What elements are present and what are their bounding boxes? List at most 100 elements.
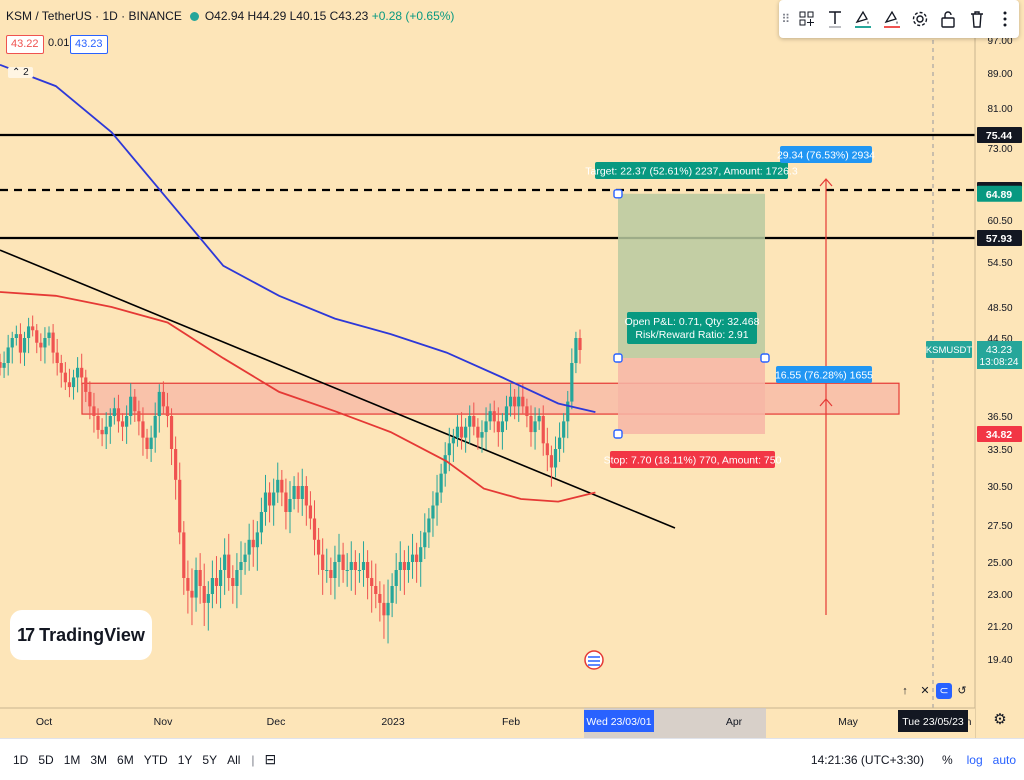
- percent-toggle[interactable]: %: [941, 752, 953, 767]
- candle: [112, 397, 116, 425]
- range-ytd[interactable]: YTD: [143, 752, 168, 767]
- more-icon[interactable]: [991, 4, 1019, 34]
- candle-body: [276, 479, 280, 493]
- candle-body: [357, 570, 362, 571]
- candle-body: [157, 391, 161, 416]
- drag-handle[interactable]: [760, 353, 770, 363]
- time-tag[interactable]: Tue 23/05/23: [898, 710, 968, 732]
- candle: [545, 427, 549, 472]
- reset-scale-icon[interactable]: ↺: [957, 685, 967, 697]
- indicator-toggle[interactable]: ⌃ 2: [8, 67, 33, 78]
- scroll-up-icon[interactable]: ↑: [902, 685, 908, 697]
- price-tag-bg: [977, 127, 1022, 143]
- candle: [574, 331, 578, 374]
- trash-icon[interactable]: [962, 4, 990, 34]
- candle-body: [92, 406, 96, 416]
- text-icon[interactable]: [821, 4, 849, 34]
- candle: [312, 500, 317, 556]
- candle: [31, 315, 35, 337]
- candle: [553, 436, 558, 478]
- candle-body: [198, 570, 202, 586]
- candle: [202, 563, 206, 626]
- close-icon[interactable]: ✕: [920, 685, 930, 697]
- candle-body: [218, 570, 223, 586]
- candle-body: [243, 554, 247, 562]
- candle: [149, 425, 153, 462]
- candle: [484, 407, 488, 450]
- candle: [206, 581, 210, 631]
- moving-average-fast[interactable]: [0, 291, 596, 503]
- moving-average-slow[interactable]: [0, 63, 596, 413]
- price-tag[interactable]: 34.82: [977, 426, 1022, 442]
- candle-body: [47, 332, 51, 338]
- candle-body: [496, 421, 500, 433]
- candle: [333, 545, 337, 600]
- loss-zone[interactable]: [618, 358, 765, 434]
- trend-line[interactable]: [0, 249, 676, 529]
- candle-body: [55, 352, 59, 364]
- projection-label-1[interactable]: 29.34 (76.53%) 2934: [777, 146, 875, 163]
- price-tag[interactable]: 57.93: [977, 230, 1022, 246]
- time-tag[interactable]: Wed 23/03/01: [584, 710, 654, 732]
- line-color-icon[interactable]: [878, 4, 906, 34]
- fill-color-icon[interactable]: [849, 4, 877, 34]
- candle: [153, 402, 157, 453]
- candle-body: [508, 396, 513, 407]
- candle-body: [447, 443, 451, 456]
- range-3m[interactable]: 3M: [90, 752, 108, 767]
- candle: [329, 557, 333, 595]
- drag-handle[interactable]: [613, 189, 623, 199]
- chart-settings-icon[interactable]: ⚙: [993, 711, 1007, 728]
- range-6m[interactable]: 6M: [117, 752, 134, 767]
- candle: [71, 369, 76, 400]
- candle-body: [312, 518, 317, 540]
- x-tick-label: 2023: [381, 716, 405, 728]
- candle-body: [71, 377, 76, 388]
- candle: [357, 553, 362, 583]
- y-tick-label: 54.50: [987, 258, 1012, 269]
- candle-body: [223, 554, 227, 570]
- range-1d[interactable]: 1D: [13, 752, 29, 767]
- candle-body: [178, 479, 182, 533]
- settings-icon[interactable]: [906, 4, 934, 34]
- range-all[interactable]: All: [227, 752, 241, 767]
- candle: [394, 553, 398, 604]
- candle-body: [304, 486, 308, 506]
- candle: [251, 519, 255, 567]
- tradingview-logo[interactable]: 17 TradingView: [10, 610, 152, 660]
- price-tag[interactable]: 64.89: [977, 185, 1022, 202]
- projection-label-2[interactable]: 16.55 (76.28%) 1655: [775, 366, 873, 383]
- drag-handle[interactable]: [613, 429, 623, 439]
- magnet-icon[interactable]: ⊂: [936, 683, 952, 699]
- log-toggle[interactable]: log: [966, 752, 983, 767]
- range-1y[interactable]: 1Y: [177, 752, 193, 767]
- candle-body: [545, 443, 549, 456]
- auto-toggle[interactable]: auto: [992, 752, 1016, 767]
- candle-body: [390, 586, 394, 603]
- symbol-tag[interactable]: KSMUSDT: [926, 341, 973, 358]
- range-1m[interactable]: 1M: [63, 752, 81, 767]
- event-flag-icon[interactable]: [584, 650, 604, 670]
- target-label[interactable]: Target: 22.37 (52.61%) 2237, Amount: 172…: [585, 162, 798, 179]
- grip-icon[interactable]: ⠿: [781, 12, 791, 26]
- clock-label[interactable]: 14:21:36 (UTC+3:30): [810, 752, 924, 767]
- lock-icon[interactable]: [934, 4, 962, 34]
- candle: [59, 354, 63, 388]
- calendar-range-icon[interactable]: ⊟: [264, 751, 277, 767]
- sell-button[interactable]: 43.22: [6, 35, 44, 54]
- candle-body: [116, 408, 121, 422]
- price-tag[interactable]: 75.44: [977, 127, 1022, 143]
- candle: [386, 579, 390, 644]
- symbol-title[interactable]: KSM / TetherUS · 1D · BINANCE: [6, 9, 182, 23]
- range-5d[interactable]: 5D: [38, 752, 54, 767]
- drag-handle[interactable]: [613, 353, 623, 363]
- buy-button[interactable]: 43.23: [70, 35, 108, 54]
- time-axis[interactable]: [0, 708, 975, 738]
- range-5y[interactable]: 5Y: [202, 752, 218, 767]
- stop-label[interactable]: Stop: 7.70 (18.11%) 770, Amount: 750: [604, 451, 782, 468]
- candle-body: [2, 363, 6, 368]
- add-alert-icon[interactable]: [793, 4, 821, 34]
